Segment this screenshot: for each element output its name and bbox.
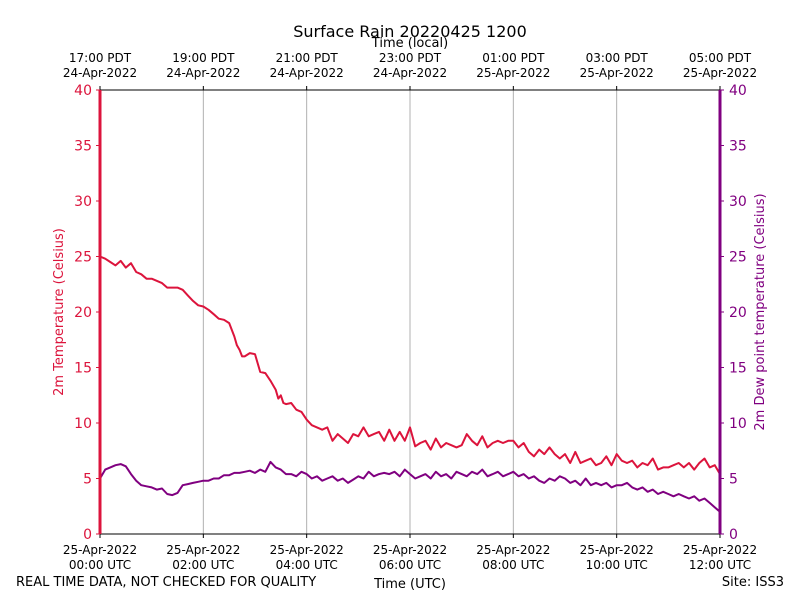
x-tick-label-time: 10:00 UTC <box>586 558 648 572</box>
y-right-tick-label: 40 <box>729 83 747 99</box>
x-tick-label-date: 25-Apr-2022 <box>580 543 654 557</box>
top-tick-label-time: 05:00 PDT <box>689 51 752 65</box>
top-tick-label-time: 01:00 PDT <box>482 51 545 65</box>
y-right-tick-label: 0 <box>729 527 738 543</box>
top-tick-label-time: 23:00 PDT <box>379 51 442 65</box>
chart-title: Surface Rain 20220425 1200 <box>293 22 527 41</box>
y-left-tick-label: 35 <box>74 139 92 155</box>
x-tick-label-date: 25-Apr-2022 <box>270 543 344 557</box>
top-tick-label-date: 25-Apr-2022 <box>683 66 757 80</box>
x-tick-label-time: 08:00 UTC <box>482 558 544 572</box>
x-tick-label-time: 02:00 UTC <box>172 558 234 572</box>
site-label: Site: ISS3 <box>721 575 784 590</box>
top-tick-label-time: 21:00 PDT <box>276 51 339 65</box>
x-tick-label-time: 12:00 UTC <box>689 558 751 572</box>
y-right-tick-label: 20 <box>729 305 747 321</box>
y-left-tick-label: 5 <box>83 472 92 488</box>
x-tick-label-date: 25-Apr-2022 <box>63 543 137 557</box>
y-right-tick-label: 10 <box>729 416 747 432</box>
x-tick-label-date: 25-Apr-2022 <box>683 543 757 557</box>
top-tick-label-date: 25-Apr-2022 <box>476 66 550 80</box>
x-tick-label-date: 25-Apr-2022 <box>476 543 550 557</box>
x-tick-label-time: 06:00 UTC <box>379 558 441 572</box>
top-tick-label-date: 24-Apr-2022 <box>373 66 447 80</box>
top-tick-label-date: 24-Apr-2022 <box>63 66 137 80</box>
right-axis-label: 2m Dew point temperature (Celsius) <box>753 193 768 430</box>
y-left-tick-label: 10 <box>74 416 92 432</box>
x-tick-label-time: 04:00 UTC <box>276 558 338 572</box>
top-axis-label: Time (local) <box>371 36 448 51</box>
x-tick-label-date: 25-Apr-2022 <box>166 543 240 557</box>
x-tick-label-date: 25-Apr-2022 <box>373 543 447 557</box>
top-tick-label-date: 25-Apr-2022 <box>580 66 654 80</box>
left-axis-label: 2m Temperature (Celsius) <box>52 228 67 396</box>
y-left-tick-label: 30 <box>74 194 92 210</box>
top-tick-label-time: 17:00 PDT <box>69 51 132 65</box>
y-right-tick-label: 15 <box>729 361 747 377</box>
bottom-axis-label: Time (UTC) <box>373 577 446 592</box>
y-left-tick-label: 40 <box>74 83 92 99</box>
top-tick-label-time: 19:00 PDT <box>172 51 235 65</box>
top-tick-label-date: 24-Apr-2022 <box>166 66 240 80</box>
y-left-tick-label: 15 <box>74 361 92 377</box>
y-right-tick-label: 35 <box>729 139 747 155</box>
y-left-tick-label: 0 <box>83 527 92 543</box>
y-right-tick-label: 5 <box>729 472 738 488</box>
y-left-tick-label: 20 <box>74 305 92 321</box>
data-quality-note: REAL TIME DATA, NOT CHECKED FOR QUALITY <box>16 575 317 590</box>
y-right-tick-label: 30 <box>729 194 747 210</box>
x-tick-label-time: 00:00 UTC <box>69 558 131 572</box>
series-layer <box>99 255 721 513</box>
top-tick-label-date: 24-Apr-2022 <box>270 66 344 80</box>
y-left-tick-label: 25 <box>74 250 92 266</box>
series-line-temperature <box>99 255 721 475</box>
top-tick-label-time: 03:00 PDT <box>586 51 649 65</box>
grid-lines <box>202 90 618 534</box>
y-right-tick-label: 25 <box>729 250 747 266</box>
series-line-dewpoint <box>99 460 721 513</box>
